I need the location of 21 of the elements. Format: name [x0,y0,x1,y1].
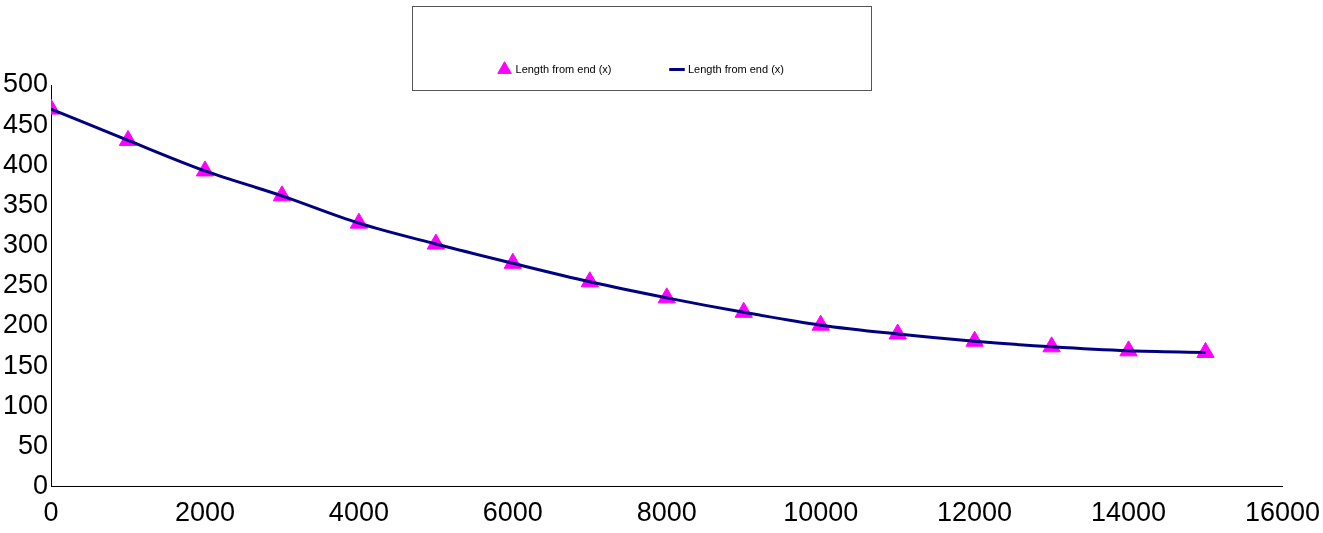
y-tick-label: 300 [2,229,49,260]
y-tick-label: 200 [2,309,49,340]
y-tick-label: 250 [2,269,49,300]
x-tick-label: 16000 [1244,497,1321,528]
x-tick-label: 8000 [636,497,697,528]
y-tick-label: 400 [2,148,49,179]
x-tick-label: 10000 [783,497,859,528]
y-tick-label: 50 [18,429,49,460]
legend-label: Length from end (x) [688,62,784,75]
y-tick-label: 500 [2,68,49,99]
y-tick-label: 0 [33,470,49,501]
y-tick-label: 100 [2,389,49,420]
x-tick-label: 4000 [328,497,389,528]
x-tick-label: 6000 [482,497,543,528]
x-tick-label: 12000 [937,497,1013,528]
legend-label: Length from end (x) [515,62,612,75]
y-tick-label: 350 [2,188,49,219]
x-tick-label: 14000 [1090,497,1167,528]
y-tick-label: 150 [2,349,49,380]
y-tick-label: 450 [2,108,49,139]
x-tick-label: 2000 [174,497,236,528]
